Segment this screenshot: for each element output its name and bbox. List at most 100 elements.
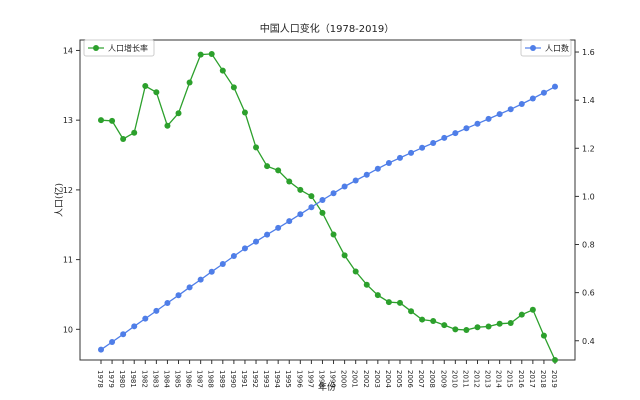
- plot-area: [79, 39, 576, 361]
- y-axis-label-left: 人口(亿): [53, 183, 65, 217]
- series-point-1: [463, 125, 470, 132]
- series-point-1: [452, 130, 459, 137]
- series-point-1: [175, 292, 182, 299]
- right-y-tick-label: 0.4: [582, 337, 595, 346]
- series-point-1: [408, 149, 415, 156]
- series-point-0: [330, 231, 337, 238]
- series-point-1: [275, 224, 282, 231]
- series-point-0: [186, 79, 193, 86]
- series-point-1: [264, 231, 271, 238]
- series-point-1: [518, 101, 525, 107]
- x-tick-label: 2016: [517, 370, 525, 388]
- x-tick-label: 1985: [174, 370, 182, 388]
- series-point-0: [319, 209, 326, 216]
- x-axis-label: 年份: [318, 381, 336, 393]
- series-point-1: [164, 299, 171, 306]
- left-y-tick-label: 12: [63, 186, 73, 195]
- x-tick-label: 1986: [185, 370, 193, 388]
- series-point-0: [230, 84, 237, 91]
- legend-left-swatch-marker: [93, 45, 99, 51]
- right-y-tick-label: 1.2: [582, 144, 595, 153]
- series-point-1: [385, 159, 392, 166]
- series-point-0: [430, 317, 437, 324]
- series-point-0: [109, 117, 116, 124]
- chart-title: 中国人口变化（1978-2019）: [260, 22, 395, 35]
- x-tick-label: 1999: [329, 370, 337, 388]
- x-tick-label: 2019: [550, 370, 558, 388]
- series-point-1: [374, 165, 381, 172]
- x-tick-label: 2004: [384, 370, 392, 388]
- x-tick-label: 2011: [461, 370, 469, 388]
- right-y-tick-label: 1.0: [582, 192, 595, 201]
- series-point-0: [452, 326, 459, 333]
- series-point-0: [219, 67, 226, 74]
- x-tick-label: 1994: [273, 370, 281, 388]
- legend-left-label: 人口增长率: [108, 43, 148, 53]
- series-point-0: [441, 322, 448, 329]
- series-point-0: [142, 83, 149, 90]
- series-point-0: [485, 323, 492, 330]
- series-point-0: [474, 324, 481, 331]
- right-y-tick-label: 0.6: [582, 289, 595, 298]
- series-point-1: [208, 268, 215, 275]
- left-y-tick-label: 11: [63, 256, 73, 265]
- x-tick-label: 2000: [340, 370, 348, 388]
- left-y-axis: 10 11 12 13 14: [63, 46, 80, 334]
- series-point-1: [529, 95, 536, 102]
- x-tick-label: 2001: [351, 370, 359, 388]
- x-axis: 1978 1979 1980 1981 1982 1983 1984 1985 1986 1987…: [96, 360, 558, 388]
- series-point-0: [308, 193, 315, 200]
- series-point-0: [363, 281, 370, 288]
- series-point-1: [109, 338, 116, 345]
- x-tick-label: 1989: [218, 370, 226, 388]
- series-point-1: [120, 331, 127, 338]
- series-point-1: [286, 218, 293, 225]
- series-point-0: [463, 327, 470, 334]
- x-tick-label: 1992: [251, 370, 259, 388]
- series-point-0: [131, 129, 138, 136]
- series-point-1: [430, 139, 437, 146]
- x-tick-label: 1993: [262, 370, 270, 388]
- series-point-0: [164, 122, 171, 129]
- series-point-0: [507, 320, 514, 327]
- series-point-0: [374, 292, 381, 299]
- series-point-0: [396, 299, 403, 306]
- x-tick-label: 1988: [207, 370, 215, 388]
- x-tick-label: 2006: [406, 370, 414, 388]
- series-point-0: [529, 306, 536, 313]
- series-point-1: [230, 253, 237, 260]
- series-point-1: [98, 346, 104, 353]
- x-tick-label: 1998: [317, 370, 325, 388]
- x-tick-label: 2009: [439, 370, 447, 388]
- series-layer: [98, 50, 558, 363]
- series-point-1: [396, 154, 403, 161]
- x-tick-label: 1987: [196, 370, 204, 388]
- series-point-1: [363, 171, 370, 178]
- series-point-1: [186, 284, 193, 291]
- series-point-0: [264, 163, 271, 170]
- series-point-0: [253, 144, 260, 151]
- series-point-0: [297, 186, 304, 193]
- legend-right-label: 人口数: [545, 43, 569, 53]
- series-line-0: [100, 53, 556, 361]
- series-point-1: [507, 106, 514, 113]
- x-tick-label: 1980: [118, 370, 126, 388]
- series-point-0: [408, 308, 415, 315]
- series-point-0: [341, 252, 348, 259]
- legend-left: 人口增长率: [83, 39, 155, 57]
- series-point-1: [352, 177, 359, 184]
- series-point-0: [208, 50, 215, 57]
- x-tick-label: 1981: [129, 370, 137, 388]
- right-y-tick-label: 0.8: [582, 241, 595, 250]
- x-tick-label: 1978: [96, 370, 104, 388]
- x-tick-label: 1984: [162, 370, 170, 388]
- series-point-1: [319, 197, 326, 203]
- series-point-0: [98, 117, 104, 124]
- x-tick-label: 1997: [306, 370, 314, 388]
- series-point-0: [352, 268, 359, 275]
- left-y-tick-label: 10: [63, 325, 73, 334]
- x-tick-label: 2005: [395, 370, 403, 388]
- x-tick-label: 2012: [472, 370, 480, 388]
- series-point-0: [153, 89, 160, 96]
- series-point-1: [341, 183, 348, 190]
